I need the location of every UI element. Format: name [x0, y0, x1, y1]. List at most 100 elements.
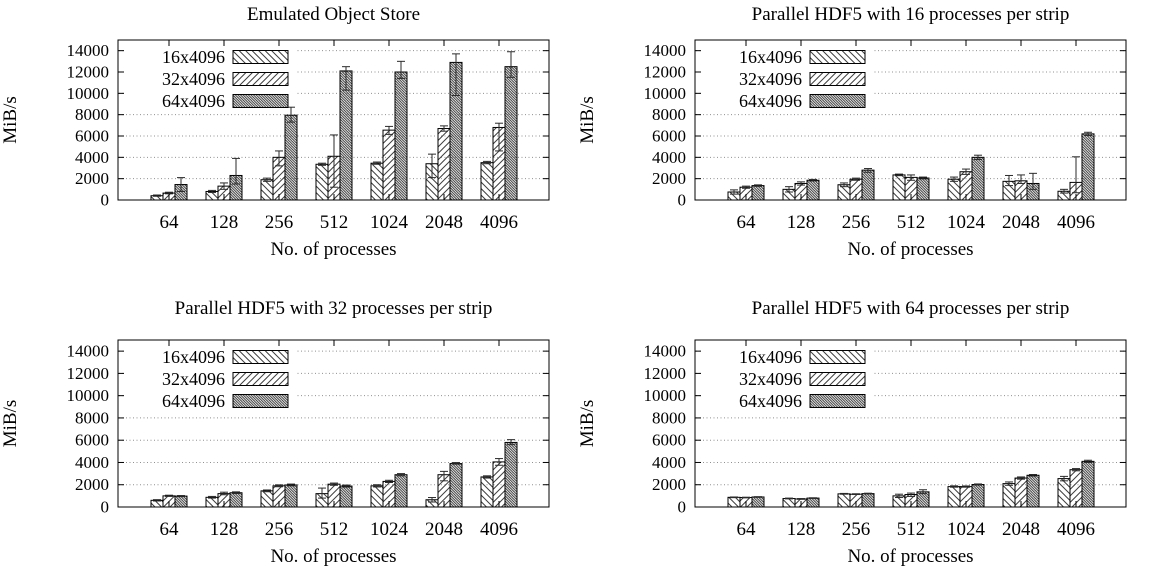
- bar: [861, 169, 875, 201]
- error-bar: [1060, 475, 1068, 482]
- legend-label: 64x4096: [162, 391, 225, 411]
- bar-groups: [150, 439, 518, 508]
- y-tick-label: 8000: [652, 408, 686, 427]
- bar: [492, 461, 506, 508]
- bar: [806, 497, 820, 508]
- y-tick-label: 4000: [652, 453, 686, 472]
- x-tick-label: 256: [842, 519, 871, 540]
- legend-swatch: [232, 394, 289, 408]
- y-tick-label: 8000: [75, 105, 109, 124]
- bar: [782, 498, 796, 508]
- error-bar: [962, 485, 970, 488]
- gridlines: [696, 350, 1125, 486]
- y-tick-label: 6000: [652, 127, 686, 146]
- legend-label: 64x4096: [739, 391, 802, 411]
- bar: [260, 179, 274, 201]
- y-axis-label: MiB/s: [0, 400, 21, 448]
- legend-label: 32x4096: [739, 369, 802, 389]
- y-tick-label: 12000: [644, 63, 687, 82]
- error-bar: [232, 157, 240, 185]
- error-bar: [895, 173, 903, 177]
- bar: [947, 486, 961, 508]
- bar: [1081, 460, 1095, 508]
- bar-chart-svg-2: 0 2000 4000 6000 8000 10000 12000 14000 64 128 256…: [0, 298, 550, 567]
- y-tick-label: 12000: [67, 364, 110, 383]
- error-bar: [287, 483, 295, 487]
- bar-chart-svg-0: 0 2000 4000 6000 8000 10000 12000 14000 64 128 256…: [0, 4, 550, 260]
- series-32x4096: [162, 458, 506, 508]
- y-tick-label: 12000: [67, 63, 110, 82]
- error-bar: [153, 194, 161, 197]
- bar: [861, 493, 875, 508]
- y-tick-label: 10000: [67, 84, 110, 103]
- error-bar: [232, 491, 240, 495]
- bar: [370, 162, 384, 201]
- error-bar: [428, 497, 436, 503]
- x-tick-label: 64: [737, 519, 757, 540]
- error-bar: [373, 161, 381, 165]
- x-tick-label: 128: [210, 212, 239, 233]
- error-bar: [452, 53, 460, 96]
- x-tick-label: 128: [787, 212, 816, 233]
- bar: [437, 128, 451, 201]
- x-tick-label: 1024: [947, 519, 986, 540]
- error-bar: [950, 176, 958, 182]
- x-tick-label: 4096: [1057, 519, 1095, 540]
- error-bar: [919, 489, 927, 495]
- bar: [751, 185, 765, 201]
- series-64x4096: [174, 439, 518, 508]
- error-bar: [483, 160, 491, 165]
- error-bar: [919, 176, 927, 180]
- bar: [1026, 474, 1040, 508]
- y-axis-label: MiB/s: [577, 400, 598, 448]
- bar: [229, 492, 243, 508]
- error-bar: [1060, 188, 1068, 194]
- error-bar: [1084, 131, 1092, 136]
- y-tick-label: 6000: [75, 431, 109, 450]
- y-tick-label: 14000: [67, 342, 110, 361]
- x-tick-label: 512: [897, 212, 926, 233]
- y-tick-label: 2000: [75, 169, 109, 188]
- chart-title: Parallel HDF5 with 32 processes per stri…: [175, 298, 493, 319]
- error-bar: [840, 492, 848, 495]
- bar: [382, 129, 396, 201]
- legend-label: 16x4096: [739, 47, 802, 67]
- y-tick-labels: 0 2000 4000 6000 8000 10000 12000 14000: [644, 41, 687, 209]
- x-tick-label: 2048: [425, 519, 463, 540]
- x-tick-label: 1024: [370, 212, 409, 233]
- bar: [892, 174, 906, 201]
- tick-marks: [695, 40, 1126, 201]
- x-axis-label: No. of processes: [847, 239, 973, 260]
- y-axis-label: MiB/s: [577, 96, 598, 144]
- y-tick-label: 2000: [652, 475, 686, 494]
- error-bar: [483, 475, 491, 479]
- error-bar: [1005, 481, 1013, 486]
- bar: [315, 163, 329, 201]
- error-bar: [495, 122, 503, 152]
- x-tick-label: 1024: [370, 519, 409, 540]
- error-bar: [275, 484, 283, 488]
- y-tick-label: 6000: [652, 431, 686, 450]
- x-tick-label: 512: [897, 519, 926, 540]
- error-bar: [342, 484, 350, 488]
- error-bar: [962, 168, 970, 175]
- x-axis-label: No. of processes: [270, 239, 396, 260]
- series-64x4096: [751, 459, 1095, 508]
- x-tick-labels: 64 128 256 512 1024 2048 4096: [160, 519, 519, 540]
- series-16x4096: [150, 475, 494, 508]
- error-bar: [1029, 172, 1037, 190]
- error-bar: [785, 186, 793, 193]
- error-bar: [895, 493, 903, 499]
- legend-label: 16x4096: [162, 347, 225, 367]
- bar: [1057, 478, 1071, 508]
- bar-groups: [727, 131, 1095, 201]
- error-bar: [950, 485, 958, 488]
- bar: [205, 496, 219, 508]
- bar: [394, 474, 408, 508]
- error-bar: [220, 491, 228, 496]
- tick-marks: [695, 340, 1126, 508]
- legend-label: 16x4096: [739, 347, 802, 367]
- y-tick-label: 4000: [652, 148, 686, 167]
